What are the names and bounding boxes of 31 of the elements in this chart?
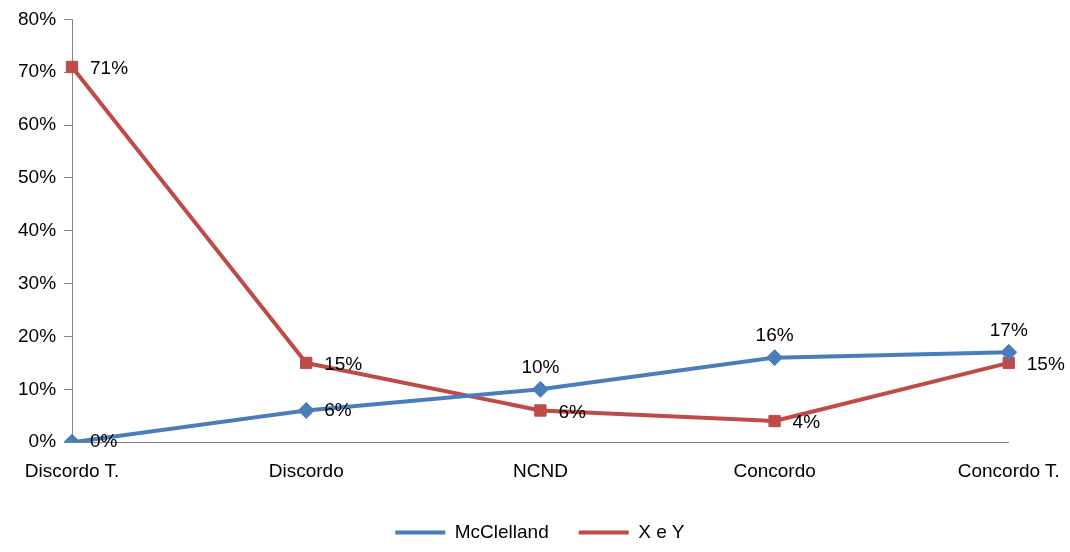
point — [297, 401, 315, 419]
data-label: 15% — [1026, 353, 1065, 375]
data-label: 17% — [989, 319, 1028, 341]
point — [768, 414, 781, 428]
x-tick-label: Concordo T. — [957, 459, 1060, 481]
point — [1000, 343, 1018, 361]
legend-label: X e Y — [638, 520, 685, 542]
data-label: 71% — [90, 57, 129, 79]
x-tick-label: Discordo T. — [24, 459, 120, 481]
data-label: 16% — [755, 324, 794, 346]
y-tick-label: 0% — [28, 430, 57, 452]
data-label: 4% — [792, 411, 821, 433]
legend-label: McClelland — [454, 520, 549, 542]
y-tick-label: 20% — [18, 324, 57, 346]
point — [534, 404, 547, 417]
y-tick-label: 70% — [18, 60, 57, 82]
y-tick-label: 50% — [18, 166, 57, 188]
y-tick-label: 60% — [18, 113, 57, 135]
y-tick-label: 40% — [18, 219, 57, 241]
y-tick-label: 30% — [18, 271, 57, 293]
point — [65, 60, 79, 74]
point — [766, 349, 784, 367]
y-tick-label: 10% — [18, 377, 57, 399]
x-tick-label: Concordo — [733, 459, 816, 481]
x-tick-label: NCND — [512, 459, 568, 481]
data-label: 10% — [521, 356, 560, 378]
data-label: 15% — [324, 353, 363, 375]
point — [300, 356, 313, 370]
y-tick-label: 80% — [18, 7, 57, 29]
point — [531, 380, 549, 398]
x-tick-label: Discordo — [268, 459, 344, 481]
